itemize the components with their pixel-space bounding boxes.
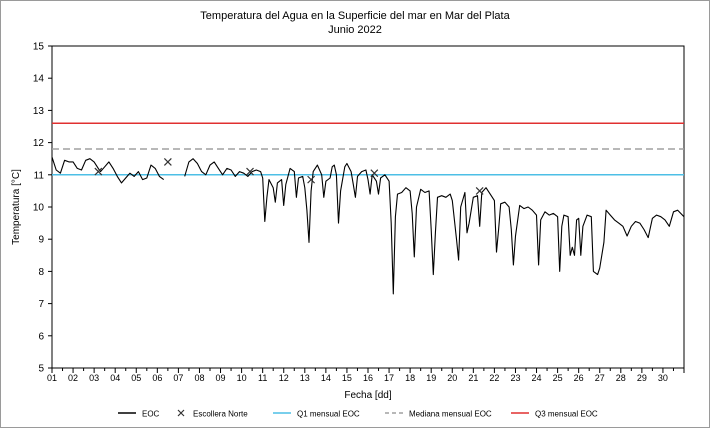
legend-label: Q3 mensual EOC [535,410,598,419]
x-tick-label: 18 [405,373,415,383]
x-tick-label: 22 [489,373,499,383]
y-tick-label: 11 [34,170,45,181]
series-line [51,156,685,295]
x-tick-label: 21 [468,373,478,383]
x-tick-label: 25 [553,373,563,383]
x-tick-label: 19 [426,373,436,383]
data-point [163,157,172,166]
x-tick-label: 24 [532,373,542,383]
x-tick-label: 01 [47,373,57,383]
x-tick-label: 16 [363,373,373,383]
legend-label: Mediana mensual EOC [409,410,492,419]
chart-subtitle: Junio 2022 [328,24,382,36]
x-tick-label: 07 [173,373,183,383]
y-tick-label: 14 [33,74,45,85]
y-tick-label: 9 [38,235,44,246]
x-tick-label: 23 [510,373,520,383]
legend: EOC Escollera Norte Q1 mensual EOC Mediana … [118,410,598,419]
x-tick-label: 04 [110,373,120,383]
data-point [475,186,484,195]
x-axis-label: Fecha [dd] [344,390,391,401]
x-tick-label: 06 [152,373,162,383]
legend-label: Q1 mensual EOC [297,410,360,419]
legend-marker [177,409,185,417]
x-tick-label: 13 [300,373,310,383]
x-tick-label: 15 [342,373,352,383]
x-tick-label: 14 [321,373,331,383]
x-tick-label: 28 [616,373,626,383]
x-tick-label: 02 [68,373,78,383]
legend-label: Escollera Norte [193,410,248,419]
x-tick-label: 11 [258,373,267,383]
y-tick-label: 8 [38,267,44,278]
y-tick-label: 5 [38,364,44,375]
x-tick-label: 27 [595,373,605,383]
y-tick-label: 13 [33,106,45,117]
x-tick-label: 10 [237,373,247,383]
data-point [370,169,379,178]
legend-label: EOC [142,410,160,419]
y-tick-label: 10 [33,203,45,214]
x-tick-label: 30 [658,373,668,383]
x-tick-label: 09 [216,373,226,383]
x-tick-label: 17 [384,373,394,383]
y-axis-label: Temperatura [°C] [11,169,22,245]
x-tick-label: 12 [279,373,289,383]
chart-title: Temperatura del Agua en la Superficie de… [200,10,510,22]
y-tick-label: 7 [38,299,44,310]
x-tick-label: 20 [447,373,457,383]
x-tick-label: 05 [131,373,141,383]
y-tick-label: 12 [33,138,45,149]
y-tick-label: 6 [38,331,44,342]
plot-area [51,45,685,369]
data-point [94,167,103,176]
y-tick-label: 15 [33,42,45,53]
data-point [307,175,316,184]
x-tick-label: 03 [89,373,99,383]
x-tick-label: 08 [194,373,204,383]
data-point [246,167,254,176]
x-tick-label: 26 [574,373,584,383]
x-tick-label: 29 [637,373,647,383]
